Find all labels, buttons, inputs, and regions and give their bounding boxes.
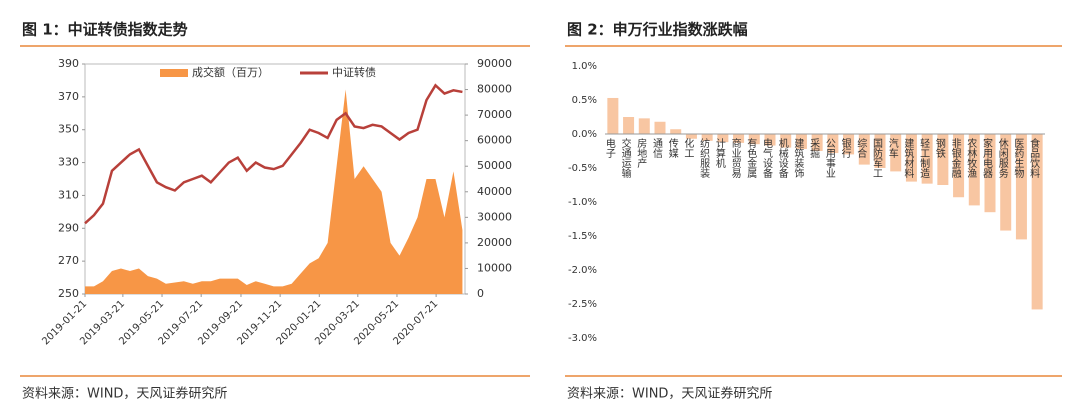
y-tick-label: -3.0% (568, 333, 597, 344)
x-tick-label: 休闲服务 (996, 138, 1008, 179)
y2-tick-label: 80000 (477, 83, 512, 96)
x-tick-label: 银行 (839, 137, 851, 159)
bar (874, 134, 886, 168)
bar (953, 134, 965, 198)
bar (701, 134, 713, 141)
x-tick-label: 公用事业 (823, 138, 835, 178)
x-tick-label: 电子 (603, 137, 615, 158)
y-tick-label: 390 (58, 57, 79, 70)
x-tick-label: 家用电器 (981, 137, 993, 179)
y-tick-label: 370 (58, 90, 79, 103)
bar (1000, 134, 1012, 231)
y2-tick-label: 70000 (477, 108, 512, 121)
bar (1031, 134, 1043, 310)
area (85, 89, 463, 294)
x-tick-label: 有色金属 (745, 137, 757, 179)
x-tick-label: 电气设备 (761, 137, 773, 179)
y-tick-label: 290 (58, 221, 79, 234)
bar (858, 134, 870, 165)
bar (811, 134, 823, 151)
y-tick-label: 250 (58, 287, 79, 300)
chart-title: 图 2：申万行业指数涨跌幅 (567, 21, 748, 39)
chart-title: 图 1：中证转债指数走势 (22, 21, 188, 39)
x-tick-label: 房地产 (635, 137, 647, 169)
x-tick-label: 建筑装饰 (792, 137, 804, 179)
bar (921, 134, 933, 184)
x-tick-label: 农林牧渔 (965, 137, 977, 179)
y-tick-label: -1.0% (568, 197, 597, 208)
x-tick-label: 建筑材料 (902, 137, 914, 179)
x-tick-label: 综合 (855, 137, 867, 159)
bar (843, 134, 855, 155)
y-tick-label: -1.5% (568, 231, 597, 242)
x-tick-label: 商业贸易 (729, 137, 741, 179)
bar (905, 134, 917, 182)
y2-tick-label: 60000 (477, 134, 512, 147)
y2-tick-label: 30000 (477, 210, 512, 223)
y-tick-label: -0.5% (568, 163, 597, 174)
x-tick-label: 钢铁 (933, 137, 945, 159)
bar (607, 97, 619, 134)
bar (1015, 134, 1027, 240)
y-tick-label: -2.5% (568, 299, 597, 310)
x-tick-label: 非银金融 (949, 138, 961, 179)
legend-label: 成交额（百万） (192, 65, 269, 79)
bar (890, 134, 902, 172)
legend-label: 中证转债 (332, 65, 376, 79)
y-tick-label: 350 (58, 123, 79, 136)
source: 资料来源：WIND，天风证券研究所 (22, 386, 227, 402)
x-tick-label: 纺织服装 (698, 137, 710, 179)
y-tick-label: -2.0% (568, 265, 597, 276)
bar (764, 134, 776, 146)
bar (654, 121, 666, 134)
source: 资料来源：WIND，天风证券研究所 (567, 386, 772, 402)
x-tick-label: 医药生物 (1012, 138, 1024, 179)
x-tick-label: 机械设备 (776, 137, 788, 179)
y2-tick-label: 10000 (477, 261, 512, 274)
y2-tick-label: 0 (477, 287, 484, 300)
bar (984, 134, 996, 213)
x-tick-label: 采掘 (808, 138, 820, 159)
y2-tick-label: 90000 (477, 57, 512, 70)
legend-swatch (160, 69, 188, 77)
bar (685, 134, 697, 139)
y-tick-label: 0.0% (572, 129, 597, 140)
x-tick-label: 通信 (651, 138, 663, 159)
bar (937, 134, 949, 185)
x-tick-label: 汽车 (886, 137, 898, 159)
y2-tick-label: 40000 (477, 185, 512, 198)
y-tick-label: 0.5% (572, 95, 597, 106)
bar (780, 134, 792, 148)
y2-tick-label: 50000 (477, 159, 512, 172)
x-tick-label: 国防军工 (871, 138, 883, 178)
y-tick-label: 310 (58, 188, 79, 201)
bar (623, 117, 635, 134)
x-tick-label: 交通运输 (619, 137, 631, 179)
bar (748, 134, 760, 145)
bar (733, 134, 745, 143)
bar (968, 134, 980, 206)
y-tick-label: 330 (58, 156, 79, 169)
bar (638, 118, 650, 134)
x-tick-label: 食品饮料 (1028, 137, 1040, 179)
bar (827, 134, 839, 154)
x-tick-label: 化工 (682, 137, 694, 158)
x-tick-label: 轻工制造 (918, 137, 930, 178)
y-tick-label: 1.0% (572, 61, 597, 72)
line (84, 83, 463, 225)
x-tick-label: 计算机 (713, 137, 725, 169)
x-tick-label: 传媒 (666, 138, 678, 159)
bar (717, 134, 729, 143)
y-tick-label: 270 (58, 254, 79, 267)
y2-tick-label: 20000 (477, 236, 512, 249)
bar (795, 134, 807, 149)
bar (670, 129, 682, 134)
